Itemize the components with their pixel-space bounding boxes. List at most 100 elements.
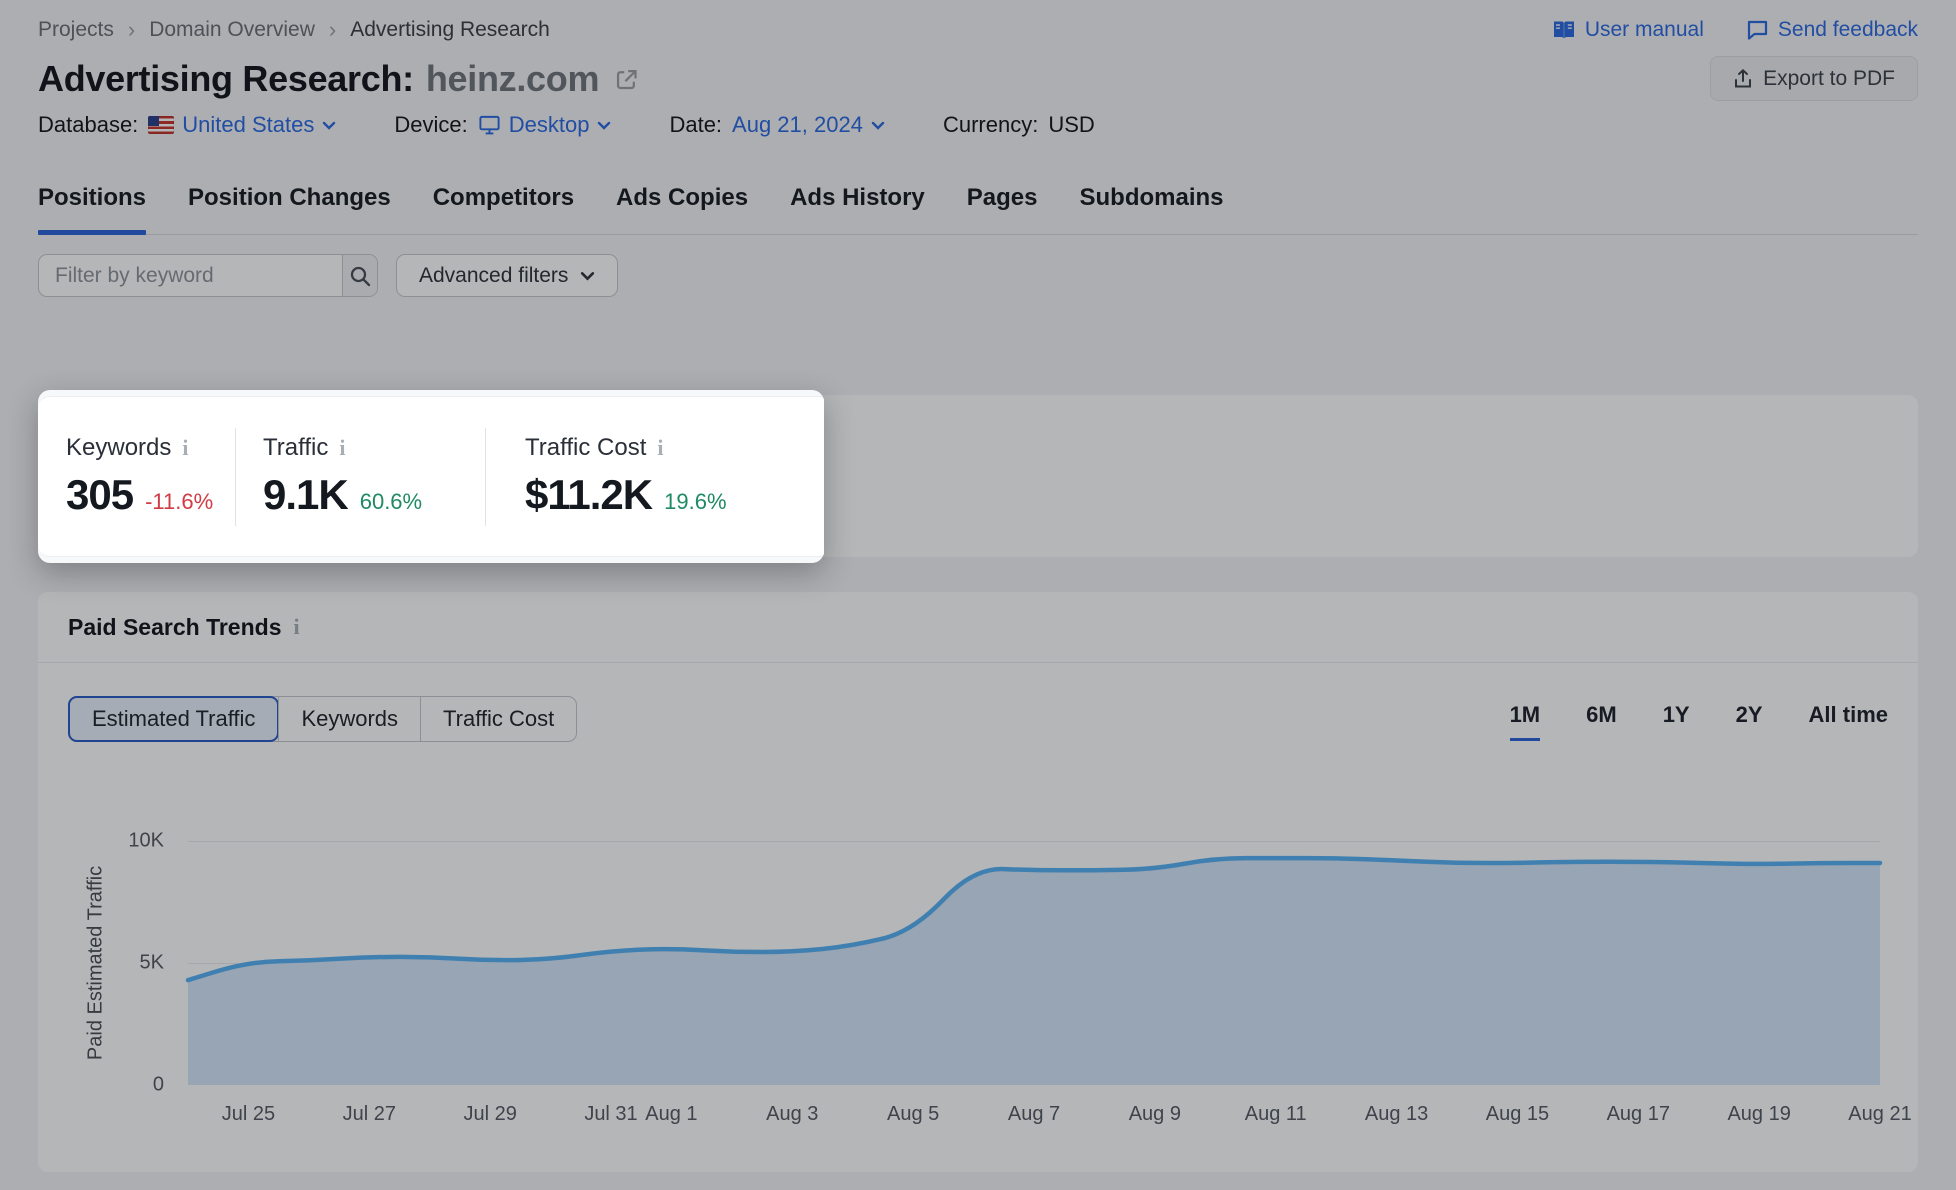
x-tick-label: Aug 9	[1128, 1103, 1181, 1125]
traffic-cost-stat-value: $11.2K	[525, 471, 653, 518]
range-1m[interactable]: 1M	[1509, 702, 1541, 741]
x-tick-label: Aug 21	[1848, 1103, 1912, 1125]
user-manual-label: User manual	[1584, 18, 1704, 41]
stats-spotlight-background	[38, 396, 824, 557]
stat-traffic: Traffic i 9.1K 60.6%	[236, 434, 485, 519]
database-param: Database: United States	[38, 112, 336, 138]
traffic-stat-value: 9.1K	[263, 471, 349, 518]
chevron-down-icon	[581, 271, 595, 280]
keyword-filter-input[interactable]	[39, 255, 342, 296]
keywords-stat-delta: -11.6%	[145, 489, 214, 514]
date-param: Date: Aug 21, 2024	[669, 112, 885, 138]
tab-ads-history[interactable]: Ads History	[790, 184, 925, 211]
x-tick-label: Jul 27	[342, 1103, 396, 1125]
currency-label: Currency:	[942, 112, 1039, 137]
database-selector[interactable]: United States	[148, 112, 336, 138]
x-tick-label: Aug 7	[1007, 1103, 1061, 1125]
x-axis-ticks: Jul 25 Jul 27 Jul 29 Jul 31 Aug 1 Aug 3 Aug 5 A…	[188, 1103, 1912, 1133]
x-tick-label: Aug 5	[887, 1103, 940, 1125]
range-6m[interactable]: 6M	[1586, 702, 1617, 727]
user-manual-link[interactable]: User manual	[1552, 18, 1704, 42]
stat-traffic-cost: Traffic Cost i $11.2K 19.6%	[486, 434, 824, 519]
device-value: Desktop	[508, 112, 590, 137]
tab-competitors[interactable]: Competitors	[432, 184, 575, 211]
info-icon[interactable]: i	[339, 435, 346, 460]
traffic-cost-stat-label: Traffic Cost	[525, 434, 647, 461]
keywords-stat-value: 305	[66, 471, 134, 518]
tab-subdomains[interactable]: Subdomains	[1079, 184, 1224, 211]
x-tick-label: Aug 15	[1485, 1103, 1550, 1125]
x-tick-label: Jul 25	[221, 1103, 276, 1125]
area-fill	[188, 858, 1880, 1085]
topbar: Projects › Domain Overview › Advertising…	[38, 18, 1918, 42]
gridline-10k	[188, 841, 1880, 842]
trend-line	[185, 855, 1883, 983]
desktop-icon	[479, 115, 500, 135]
search-button[interactable]	[342, 255, 377, 296]
report-parameters: Database: United States Device: Desktop …	[38, 112, 1095, 138]
tab-positions[interactable]: Positions	[38, 184, 147, 235]
breadcrumb-separator-icon: ›	[328, 17, 337, 42]
y-tick-label: 5K	[139, 951, 164, 974]
metric-traffic-cost[interactable]: Traffic Cost	[420, 697, 576, 741]
x-tick-label: Jul 31	[584, 1103, 638, 1125]
export-to-pdf-button[interactable]: Export to PDF	[1710, 56, 1918, 101]
tab-ads-copies[interactable]: Ads Copies	[616, 184, 749, 211]
metric-keywords[interactable]: Keywords	[278, 697, 420, 741]
tab-pages[interactable]: Pages	[966, 184, 1038, 211]
breadcrumb-separator-icon: ›	[127, 17, 136, 42]
info-icon[interactable]: i	[182, 435, 189, 460]
metric-estimated-traffic[interactable]: Estimated Traffic	[68, 696, 280, 742]
top-links: User manual Send feedback	[1552, 18, 1918, 42]
breadcrumb: Projects › Domain Overview › Advertising…	[38, 18, 550, 42]
device-selector[interactable]: Desktop	[478, 112, 612, 138]
date-selector[interactable]: Aug 21, 2024	[732, 112, 885, 138]
page-title-domain: heinz.com	[425, 58, 600, 99]
range-1y[interactable]: 1Y	[1662, 702, 1690, 727]
tab-position-changes[interactable]: Position Changes	[188, 184, 391, 211]
x-tick-label: Aug 3	[766, 1103, 819, 1125]
stat-keywords: Keywords i 305 -11.6%	[66, 434, 235, 519]
x-tick-label: Aug 13	[1364, 1103, 1429, 1125]
stat-divider	[485, 427, 486, 526]
traffic-stat-label: Traffic	[263, 434, 329, 461]
range-2y[interactable]: 2Y	[1735, 702, 1763, 727]
search-icon	[350, 266, 371, 286]
metric-toggle: Estimated Traffic Keywords Traffic Cost	[68, 696, 578, 742]
range-all-time[interactable]: All time	[1808, 702, 1888, 727]
chevron-down-icon	[598, 121, 611, 130]
x-tick-label: Aug 17	[1606, 1103, 1670, 1125]
feedback-bubble-icon	[1747, 20, 1767, 40]
x-tick-label: Aug 19	[1727, 1103, 1791, 1125]
info-icon[interactable]: i	[293, 614, 300, 639]
x-tick-label: Jul 29	[463, 1103, 517, 1125]
external-link-icon[interactable]	[613, 60, 640, 102]
plot-area: 0 5K 10K	[128, 830, 1883, 1096]
advanced-filters-button[interactable]: Advanced filters	[396, 254, 619, 297]
keywords-stat-label: Keywords	[66, 434, 172, 461]
device-label: Device:	[394, 112, 468, 137]
traffic-cost-stat-delta: 19.6%	[664, 489, 727, 514]
report-tabs: Positions Position Changes Competitors A…	[38, 184, 1918, 235]
traffic-area-chart	[185, 855, 1883, 1085]
advanced-filters-label: Advanced filters	[419, 263, 569, 287]
stats-spotlight: Keywords i 305 -11.6% Traffic i 9.1K 60.…	[38, 390, 824, 563]
database-label: Database:	[38, 112, 139, 137]
paid-search-trends-card: Paid Search Trends i Estimated Traffic K…	[38, 592, 1918, 1172]
y-tick-label: 0	[152, 1073, 164, 1096]
trends-title: Paid Search Trends	[68, 613, 282, 640]
device-param: Device: Desktop	[394, 112, 611, 138]
breadcrumb-advertising-research: Advertising Research	[350, 18, 550, 41]
breadcrumb-domain-overview[interactable]: Domain Overview	[149, 18, 315, 41]
book-icon	[1553, 21, 1574, 39]
export-upload-icon	[1735, 68, 1752, 88]
y-tick-label: 10K	[128, 829, 164, 852]
send-feedback-link[interactable]: Send feedback	[1746, 18, 1918, 42]
currency-param: Currency: USD	[943, 112, 1095, 138]
filter-row: Advanced filters	[38, 254, 619, 297]
breadcrumb-projects[interactable]: Projects	[38, 18, 114, 41]
stat-divider	[235, 427, 236, 526]
info-icon[interactable]: i	[657, 435, 664, 460]
